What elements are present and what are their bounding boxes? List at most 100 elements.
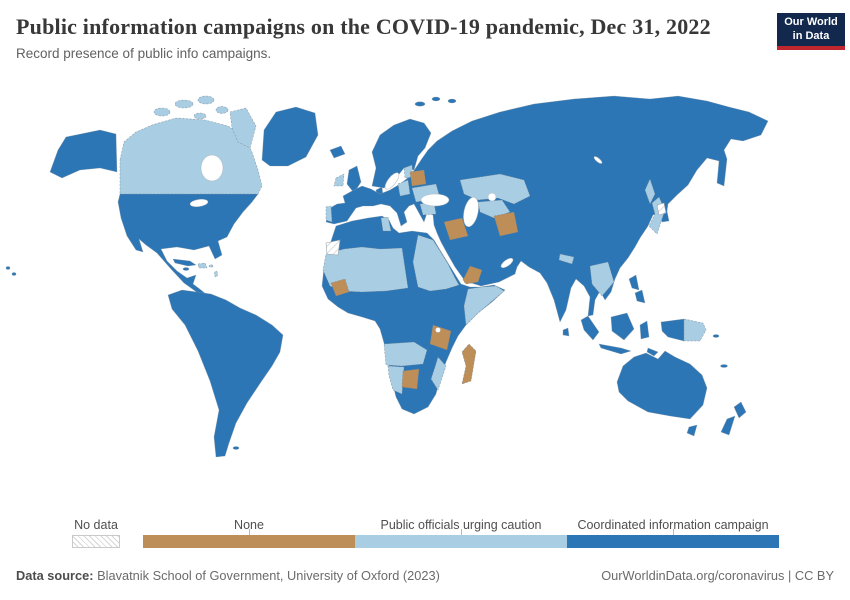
region-timor[interactable] <box>646 347 659 357</box>
region-egypt-sudan[interactable] <box>412 234 460 292</box>
region-puerto-rico[interactable] <box>208 264 214 268</box>
region-jamaica[interactable] <box>182 267 190 271</box>
region-sri-lanka[interactable] <box>562 327 570 337</box>
region-new-zealand[interactable] <box>720 415 736 436</box>
owid-logo-line1: Our World <box>784 16 838 28</box>
persian-gulf <box>500 258 514 268</box>
region-angola-zambia[interactable] <box>383 341 428 367</box>
region-falklands[interactable] <box>232 446 240 450</box>
legend-bar: None Public officials urging caution Coo… <box>143 510 779 548</box>
region-sulawesi[interactable] <box>639 320 650 340</box>
region-java[interactable] <box>598 343 632 355</box>
legend-tick <box>673 529 674 535</box>
region-ireland[interactable] <box>333 173 345 187</box>
region-arctic-island[interactable] <box>215 106 229 114</box>
region-arctic-island[interactable] <box>193 112 207 120</box>
region-alaska[interactable] <box>49 129 118 179</box>
region-south-america[interactable] <box>167 289 284 458</box>
owid-logo-accent-strip <box>777 46 845 50</box>
footer-link[interactable]: OurWorldinData.org/coronavirus | CC BY <box>601 568 834 583</box>
legend-category-urging-caution[interactable]: Public officials urging caution <box>355 510 567 548</box>
region-hawaii[interactable] <box>11 272 17 276</box>
legend-category-none[interactable]: None <box>143 510 355 548</box>
page-subtitle: Record presence of public info campaigns… <box>16 46 272 61</box>
region-north-korea[interactable] <box>656 202 667 216</box>
region-madagascar[interactable] <box>461 343 477 385</box>
region-tanzania[interactable] <box>429 324 452 351</box>
region-borneo[interactable] <box>610 312 635 341</box>
region-new-caledonia[interactable] <box>720 364 728 368</box>
region-arctic-island[interactable] <box>153 107 171 117</box>
region-philippines[interactable] <box>634 289 646 304</box>
data-source: Data source: Blavatnik School of Governm… <box>16 568 440 583</box>
aral-sea <box>487 192 497 202</box>
region-papua-new-guinea[interactable] <box>683 318 707 342</box>
region-somalia[interactable] <box>463 285 505 326</box>
map-legend: No data None Public officials urging cau… <box>0 510 850 552</box>
region-poland[interactable] <box>397 179 411 197</box>
region-philippines[interactable] <box>628 274 640 291</box>
legend-tick <box>461 529 462 535</box>
legend-no-data[interactable]: No data <box>72 510 120 548</box>
data-source-text: Blavatnik School of Government, Universi… <box>93 568 440 583</box>
legend-swatch-none[interactable] <box>143 535 355 548</box>
legend-label-none: None <box>234 518 264 532</box>
region-united-kingdom[interactable] <box>346 165 362 194</box>
region-thailand-laos-cambodia[interactable] <box>589 261 615 297</box>
great-lakes <box>189 199 209 207</box>
data-source-label: Data source: <box>16 568 94 583</box>
region-arctic-island[interactable] <box>174 99 194 109</box>
region-arctic-island[interactable] <box>197 95 215 105</box>
region-western-sahara[interactable] <box>325 239 341 256</box>
region-hispaniola[interactable] <box>197 262 208 269</box>
region-cuba[interactable] <box>172 258 197 267</box>
region-svalbard[interactable] <box>414 101 426 107</box>
baltic-sea <box>384 172 400 190</box>
legend-tick <box>249 529 250 535</box>
region-tasmania[interactable] <box>686 424 698 437</box>
legend-category-coordinated[interactable]: Coordinated information campaign <box>567 510 779 548</box>
legend-swatch-coordinated[interactable] <box>567 535 779 548</box>
region-mozambique[interactable] <box>430 356 447 391</box>
region-greenland[interactable] <box>261 106 319 167</box>
region-usa-mexico[interactable] <box>117 193 259 296</box>
region-afghanistan[interactable] <box>493 211 519 237</box>
legend-no-data-label: No data <box>74 518 118 532</box>
black-sea <box>420 193 450 207</box>
region-new-guinea-west[interactable] <box>660 318 685 342</box>
owid-logo[interactable]: Our World in Data <box>777 13 845 46</box>
region-svalbard[interactable] <box>431 96 441 102</box>
region-svalbard[interactable] <box>447 98 457 104</box>
region-namibia[interactable] <box>387 365 405 395</box>
region-lesser-antilles[interactable] <box>214 270 218 278</box>
legend-label-coordinated: Coordinated information campaign <box>577 518 769 532</box>
region-iraq[interactable] <box>443 217 469 241</box>
region-australia[interactable] <box>616 350 708 420</box>
legend-swatch-urging-caution[interactable] <box>355 535 567 548</box>
region-new-zealand[interactable] <box>733 401 747 419</box>
region-iceland[interactable] <box>329 145 346 159</box>
region-botswana[interactable] <box>401 368 420 390</box>
page-title: Public information campaigns on the COVI… <box>16 14 711 39</box>
hudson-bay <box>200 154 224 182</box>
caspian-sea <box>463 197 479 227</box>
region-kazakhstan[interactable] <box>459 173 531 205</box>
region-solomon-islands[interactable] <box>712 334 720 338</box>
lake-baikal <box>593 156 603 164</box>
region-tunisia[interactable] <box>380 216 392 232</box>
owid-logo-line2: in Data <box>792 29 830 42</box>
region-nepal[interactable] <box>558 253 575 265</box>
region-guinea[interactable] <box>330 278 350 297</box>
region-hawaii[interactable] <box>5 266 11 270</box>
legend-no-data-swatch[interactable] <box>72 535 120 548</box>
region-baffin-island[interactable] <box>229 107 257 149</box>
region-yemen[interactable] <box>462 265 483 285</box>
lake-victoria <box>435 327 441 333</box>
region-sumatra[interactable] <box>580 315 600 341</box>
region-sakhalin[interactable] <box>644 178 656 205</box>
legend-label-urging-caution: Public officials urging caution <box>380 518 542 532</box>
region-belarus[interactable] <box>409 169 427 187</box>
region-portugal[interactable] <box>325 205 333 223</box>
